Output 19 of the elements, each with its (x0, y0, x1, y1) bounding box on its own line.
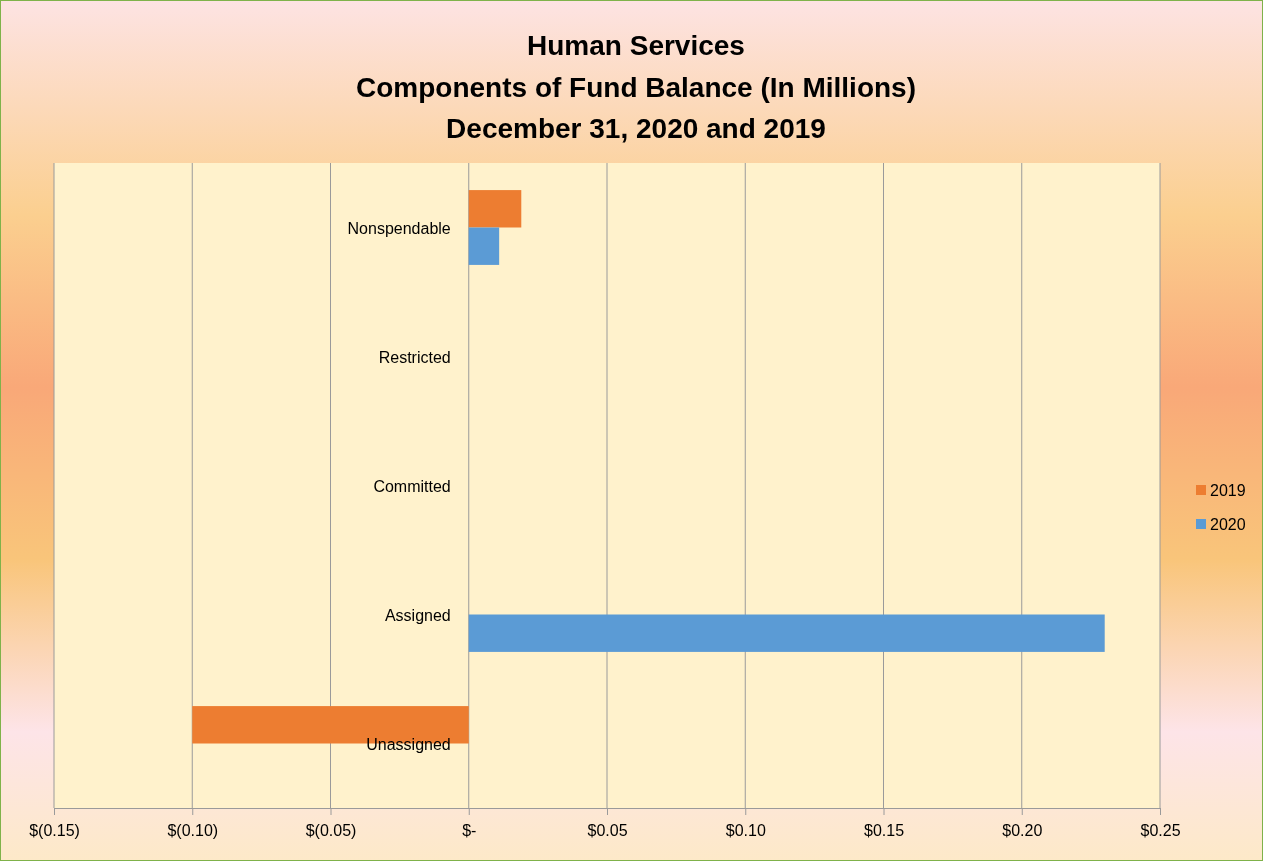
legend-label: 2019 (1210, 482, 1246, 499)
y-tick-label: Assigned (384, 606, 451, 624)
bar (468, 614, 1105, 652)
y-tick-label: Restricted (378, 348, 451, 366)
x-tick-label: $(0.05) (305, 821, 357, 839)
x-tick-label: $(0.10) (167, 821, 219, 839)
x-tick-label: $(0.15) (29, 821, 80, 839)
chart-title: Human Services Components of Fund Balance (In Millions) December 31, 2020 and 2019 (356, 30, 916, 144)
bar (468, 190, 522, 228)
legend-label: 2020 (1210, 516, 1246, 533)
y-tick-label: Committed (373, 477, 451, 495)
bar (468, 227, 500, 265)
x-tick-label: $- (462, 821, 477, 839)
x-tick-label: $0.05 (587, 821, 628, 839)
y-tick-label: Nonspendable (347, 219, 451, 237)
x-tick-label: $0.15 (863, 821, 905, 839)
x-tick-label: $0.25 (1140, 821, 1181, 839)
x-tick-label: $0.20 (1002, 821, 1043, 839)
x-tick-label: $0.10 (725, 821, 766, 839)
